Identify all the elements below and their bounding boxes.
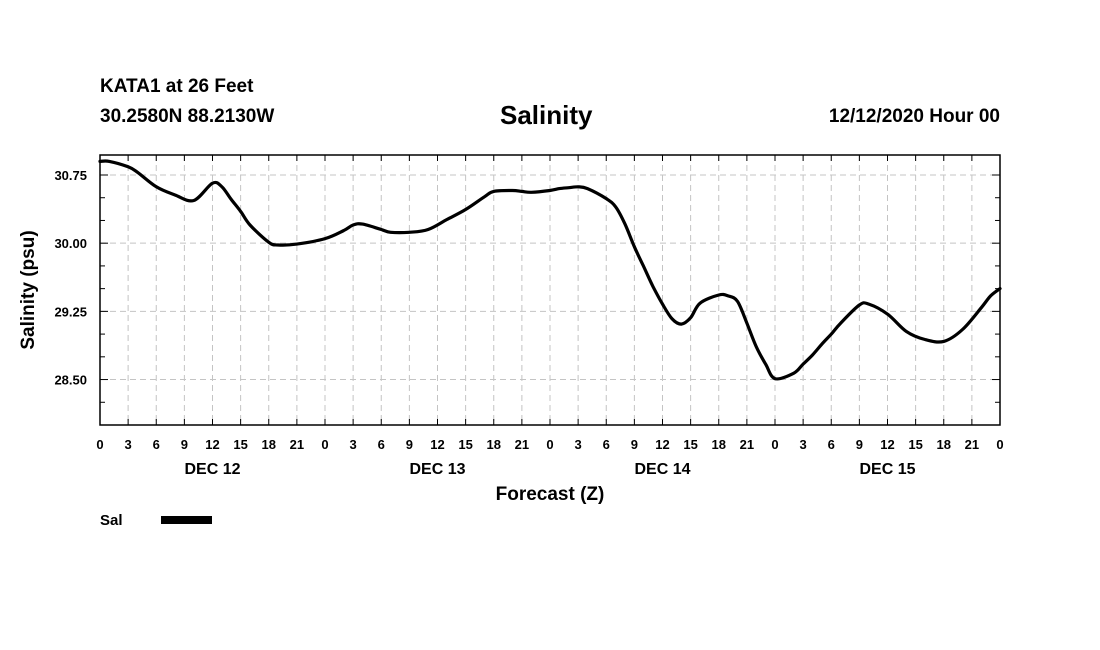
y-tick-label: 30.75 bbox=[54, 168, 87, 183]
x-tick-label: 15 bbox=[908, 437, 922, 452]
day-label: DEC 15 bbox=[859, 461, 915, 478]
x-tick-label: 21 bbox=[965, 437, 979, 452]
x-tick-label: 21 bbox=[740, 437, 754, 452]
day-label: DEC 14 bbox=[634, 461, 690, 478]
x-axis-title: Forecast (Z) bbox=[496, 484, 605, 505]
y-tick-label: 28.50 bbox=[54, 373, 87, 388]
x-tick-label: 6 bbox=[153, 437, 160, 452]
legend-swatch bbox=[161, 516, 212, 524]
coordinates-label: 30.2580N 88.2130W bbox=[100, 106, 275, 127]
x-tick-label: 6 bbox=[603, 437, 610, 452]
y-axis-title: Salinity (psu) bbox=[18, 230, 39, 349]
grid-lines bbox=[100, 155, 1000, 425]
x-tick-label: 9 bbox=[856, 437, 863, 452]
x-tick-label: 18 bbox=[487, 437, 501, 452]
x-tick-label: 0 bbox=[546, 437, 553, 452]
x-tick-label: 6 bbox=[828, 437, 835, 452]
x-tick-label: 12 bbox=[655, 437, 669, 452]
day-labels: DEC 12 DEC 13 DEC 14 DEC 15 bbox=[184, 461, 915, 478]
x-tick-label: 12 bbox=[205, 437, 219, 452]
x-tick-label: 12 bbox=[880, 437, 894, 452]
x-tick-label: 15 bbox=[233, 437, 247, 452]
x-tick-label: 0 bbox=[321, 437, 328, 452]
x-tick-label: 15 bbox=[458, 437, 472, 452]
y-tick-label: 30.00 bbox=[54, 236, 87, 251]
day-label: DEC 12 bbox=[184, 461, 240, 478]
x-tick-label: 3 bbox=[350, 437, 357, 452]
x-tick-label: 9 bbox=[406, 437, 413, 452]
x-tick-label: 12 bbox=[430, 437, 444, 452]
plot-frame bbox=[99, 154, 1001, 426]
x-tick-label: 9 bbox=[181, 437, 188, 452]
x-tick-label: 15 bbox=[683, 437, 697, 452]
x-tick-label: 6 bbox=[378, 437, 385, 452]
y-tick-label: 29.25 bbox=[54, 304, 87, 319]
chart-title: Salinity bbox=[500, 100, 593, 130]
legend-label: Sal bbox=[100, 512, 123, 529]
x-axis-ticks: 0 3 6 9 12 15 18 21 0 3 6 9 12 15 18 21 0 3 6 9 12 15 18 21 0 3 6 9… bbox=[96, 155, 1004, 452]
x-tick-label: 3 bbox=[575, 437, 582, 452]
x-tick-label: 18 bbox=[262, 437, 276, 452]
x-tick-label: 9 bbox=[631, 437, 638, 452]
x-tick-label: 18 bbox=[712, 437, 726, 452]
x-tick-label: 3 bbox=[125, 437, 132, 452]
x-tick-label: 3 bbox=[800, 437, 807, 452]
x-tick-label: 0 bbox=[96, 437, 103, 452]
run-time-label: 12/12/2020 Hour 00 bbox=[828, 106, 1000, 127]
x-tick-label: 21 bbox=[290, 437, 304, 452]
x-tick-label: 0 bbox=[996, 437, 1003, 452]
salinity-series-line bbox=[98, 159, 1002, 381]
x-tick-label: 0 bbox=[771, 437, 778, 452]
x-tick-label: 18 bbox=[937, 437, 951, 452]
x-tick-label: 21 bbox=[515, 437, 529, 452]
y-axis-ticks: 28.50 29.25 30.00 30.75 bbox=[54, 168, 1000, 426]
station-label: KATA1 at 26 Feet bbox=[100, 76, 254, 97]
day-label: DEC 13 bbox=[409, 461, 465, 478]
